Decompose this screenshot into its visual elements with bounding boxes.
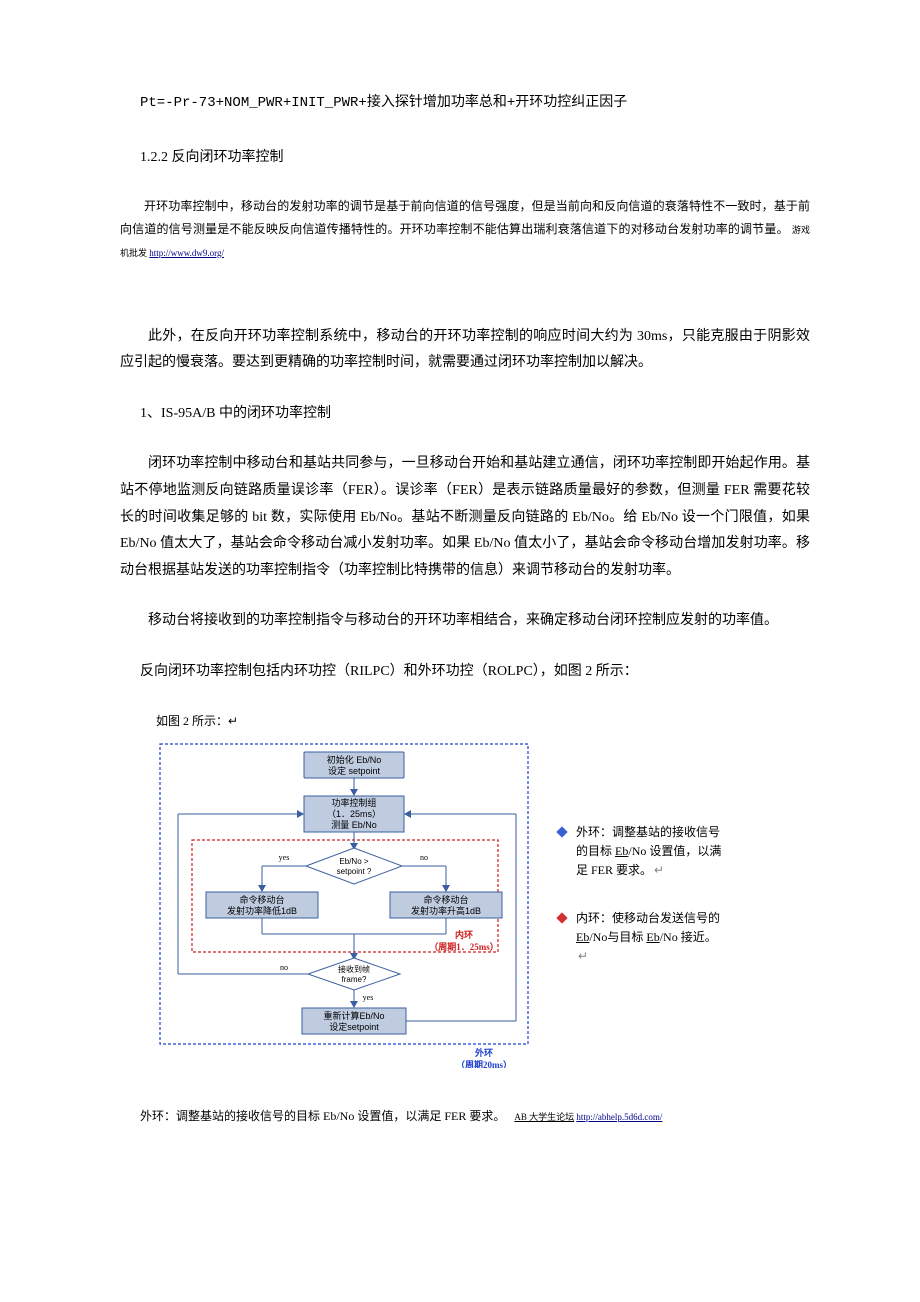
inline-link-2[interactable]: AB 大学生论坛 http://abhelp.5d6d.com/: [514, 1112, 662, 1122]
return-mark: ↵: [578, 949, 588, 963]
node5-l2: 设定setpoint: [329, 1021, 379, 1032]
arrowhead-loop-no: [297, 810, 304, 818]
paragraph-3: 闭环功率控制中移动台和基站共同参与，一旦移动台开始和基站建立通信，闭环功率控制即…: [120, 451, 810, 584]
dec2-no: no: [280, 963, 288, 972]
return-mark: ↵: [654, 863, 664, 877]
node-measure-l3: 测量 Eb/No: [331, 820, 377, 830]
figure-top-caption: 如图 2 所示：↵: [156, 710, 810, 733]
link-2-url: http://abhelp.5d6d.com/: [576, 1112, 662, 1122]
paragraph-4: 移动台将接收到的功率控制指令与移动台的开环功率相结合，来确定移动台闭环控制应发射…: [120, 608, 810, 635]
paragraph-1: 开环功率控制中，移动台的发射功率的调节是基于前向信道的信号强度，但是当前向和反向…: [120, 195, 810, 263]
flowchart: 初始化 Eb/No 设定 setpoint 功率控制组 （1．25ms） 测量 …: [154, 738, 534, 1079]
node-init-l1: 初始化 Eb/No: [327, 754, 382, 765]
node-init-l2: 设定 setpoint: [328, 765, 381, 776]
arrowhead-no: [442, 885, 450, 892]
section-heading: 1.2.2 反向闭环功率控制: [140, 145, 810, 172]
formula-line: Pt=-Pr-73+NOM_PWR+INIT_PWR+接入探针增加功率总和+开环…: [140, 90, 810, 117]
decision-frame: [308, 958, 400, 990]
arrowhead-dec2-yes: [350, 1001, 358, 1008]
dec2-yes: yes: [363, 993, 374, 1002]
dec2-l2: frame?: [342, 975, 367, 984]
inner-label-l1: 内环: [455, 929, 473, 940]
dec1-yes: yes: [279, 853, 290, 862]
legend-outer: 外环：调整基站的接收信号的目标 Eb/No 设置值，以满足 FER 要求。↵: [558, 823, 726, 881]
subheading-1: 1、IS-95A/B 中的闭环功率控制: [140, 401, 810, 428]
node3-l2: 发射功率降低1dB: [227, 905, 297, 916]
paragraph-5: 反向闭环功率控制包括内环功控（RILPC）和外环功控（ROLPC），如图 2 所…: [140, 659, 810, 686]
legend-inner: 内环：使移动台发送信号的 Eb/No与目标 Eb/No 接近。↵: [558, 909, 726, 967]
dec1-no: no: [420, 853, 428, 862]
node3-l1: 命令移动台: [239, 894, 284, 905]
inner-label-l2: （周期1．25ms）: [429, 941, 499, 952]
link-2-label: AB 大学生论坛: [514, 1112, 574, 1122]
paragraph-6: 外环：调整基站的接收信号的目标 Eb/No 设置值，以满足 FER 要求。 AB…: [140, 1105, 810, 1128]
arrowhead-1: [350, 789, 358, 796]
paragraph-1-text: 开环功率控制中，移动台的发射功率的调节是基于前向信道的信号强度，但是当前向和反向…: [120, 199, 810, 236]
node4-l1: 命令移动台: [423, 894, 468, 905]
dec1-l2: setpoint ?: [337, 867, 372, 876]
arrowhead-yes: [258, 885, 266, 892]
paragraph-2: 此外，在反向开环功率控制系统中，移动台的开环功率控制的响应时间大约为 30ms，…: [120, 324, 810, 377]
dec1-l1: Eb/No >: [339, 857, 368, 866]
link-1-url: http://www.dw9.org/: [149, 248, 224, 258]
arrowhead-loop5: [404, 810, 411, 818]
figure-legend: 外环：调整基站的接收信号的目标 Eb/No 设置值，以满足 FER 要求。↵ 内…: [558, 823, 726, 994]
legend-inner-text: 内环：使移动台发送信号的 Eb/No与目标 Eb/No 接近。↵: [576, 909, 726, 967]
document-page: Pt=-Pr-73+NOM_PWR+INIT_PWR+接入探针增加功率总和+开环…: [0, 0, 920, 1212]
node-measure-l1: 功率控制组: [331, 797, 376, 808]
decision-ebnosetpoint: [306, 848, 402, 884]
node5-l1: 重新计算Eb/No: [323, 1010, 384, 1021]
outer-label-l1: 外环: [474, 1047, 493, 1058]
paragraph-6-text: 外环：调整基站的接收信号的目标 Eb/No 设置值，以满足 FER 要求。: [140, 1109, 505, 1123]
legend-outer-text: 外环：调整基站的接收信号的目标 Eb/No 设置值，以满足 FER 要求。↵: [576, 823, 726, 881]
dec2-l1: 接收到帧: [338, 964, 370, 974]
legend-outer-bullet: [556, 826, 567, 837]
node4-l2: 发射功率升高1dB: [411, 905, 481, 916]
node-measure-l2: （1．25ms）: [327, 809, 381, 819]
outer-label-l2: （周期20ms）: [456, 1059, 512, 1068]
figure-2: 初始化 Eb/No 设定 setpoint 功率控制组 （1．25ms） 测量 …: [154, 738, 810, 1079]
legend-inner-bullet: [556, 912, 567, 923]
